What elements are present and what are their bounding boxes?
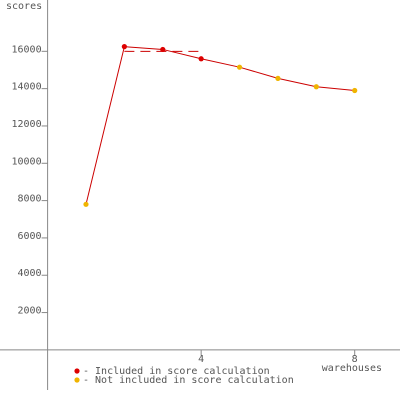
data-point (236, 64, 243, 70)
data-point (83, 201, 89, 207)
data-point (198, 56, 204, 62)
y-axis-label: scores (6, 1, 42, 12)
y-tick-label: 10000 (11, 156, 41, 167)
data-point (121, 44, 127, 50)
legend-label: - Included in score calculation (83, 366, 270, 377)
legend-marker (74, 368, 80, 374)
legend-label: - Not included in score calculation (83, 375, 294, 386)
data-point (313, 84, 319, 90)
y-tick-label: 16000 (11, 44, 41, 55)
x-tick-label: 4 (198, 354, 204, 365)
series-line (85, 46, 355, 205)
y-tick-label: 12000 (11, 119, 41, 130)
x-axis-label: warehouses (322, 363, 382, 374)
data-point (352, 87, 358, 94)
y-tick-label: 14000 (11, 82, 41, 93)
y-tick-label: 4000 (18, 268, 42, 279)
y-tick-label: 2000 (18, 306, 42, 317)
y-tick-label: 6000 (18, 231, 42, 242)
y-tick-label: 8000 (18, 194, 42, 205)
data-point (160, 46, 166, 53)
x-tick-label: 8 (352, 354, 358, 365)
data-point (275, 75, 281, 81)
legend-marker (74, 377, 80, 383)
